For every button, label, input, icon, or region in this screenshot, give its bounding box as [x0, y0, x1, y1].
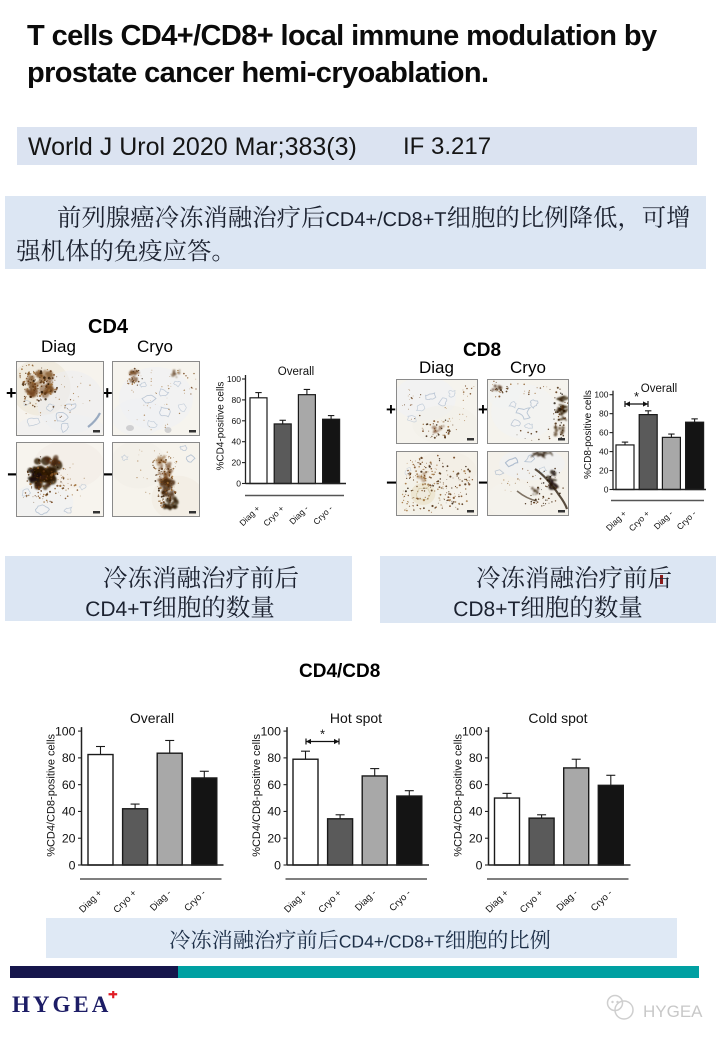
svg-text:0: 0 — [69, 858, 76, 872]
svg-text:40: 40 — [232, 437, 242, 447]
svg-text:Cryo -: Cryo - — [675, 508, 699, 532]
svg-text:0: 0 — [274, 858, 281, 872]
svg-text:Diag -: Diag - — [353, 888, 379, 914]
svg-text:%CD4-positive cells: %CD4-positive cells — [216, 382, 227, 471]
svg-text:Diag +: Diag + — [77, 888, 105, 916]
svg-text:Diag -: Diag - — [148, 888, 174, 914]
svg-text:Diag -: Diag - — [652, 508, 675, 531]
svg-text:80: 80 — [267, 751, 281, 765]
svg-text:Cryo +: Cryo + — [316, 888, 344, 916]
svg-text:Diag +: Diag + — [237, 503, 262, 528]
svg-text:60: 60 — [232, 416, 242, 426]
svg-text:Cryo -: Cryo - — [387, 888, 413, 914]
svg-text:0: 0 — [236, 478, 241, 488]
svg-text:Diag -: Diag - — [287, 503, 310, 526]
svg-text:Cryo +: Cryo + — [261, 503, 286, 528]
svg-text:80: 80 — [62, 751, 76, 765]
svg-text:20: 20 — [267, 832, 281, 846]
svg-text:100: 100 — [594, 390, 608, 400]
svg-text:60: 60 — [599, 428, 609, 438]
svg-text:Overall: Overall — [278, 366, 314, 378]
svg-text:0: 0 — [476, 858, 483, 872]
svg-text:Cold spot: Cold spot — [528, 710, 587, 726]
svg-text:60: 60 — [267, 778, 281, 792]
svg-text:*: * — [320, 727, 325, 742]
svg-text:60: 60 — [62, 778, 76, 792]
svg-text:Cryo +: Cryo + — [111, 888, 139, 916]
svg-text:Hot spot: Hot spot — [330, 710, 382, 726]
svg-text:100: 100 — [227, 374, 241, 384]
svg-text:Overall: Overall — [130, 710, 174, 726]
svg-text:%CD4/CD8-positive cells: %CD4/CD8-positive cells — [251, 733, 263, 856]
svg-text:%CD4/CD8-positive cells: %CD4/CD8-positive cells — [46, 733, 58, 856]
svg-text:100: 100 — [260, 724, 281, 738]
svg-text:Cryo -: Cryo - — [182, 888, 208, 914]
svg-text:Cryo -: Cryo - — [589, 888, 615, 914]
svg-text:Overall: Overall — [641, 383, 677, 395]
svg-text:40: 40 — [469, 805, 483, 819]
svg-text:20: 20 — [599, 466, 609, 476]
svg-text:*: * — [634, 389, 639, 404]
svg-text:80: 80 — [469, 751, 483, 765]
svg-text:40: 40 — [599, 447, 609, 457]
svg-text:Diag +: Diag + — [484, 888, 512, 916]
svg-text:60: 60 — [469, 778, 483, 792]
svg-text:Diag +: Diag + — [604, 508, 629, 533]
svg-text:Diag +: Diag + — [282, 888, 310, 916]
svg-text:40: 40 — [62, 805, 76, 819]
svg-text:%CD8-positive cells: %CD8-positive cells — [583, 390, 594, 479]
svg-text:Cryo +: Cryo + — [627, 508, 652, 533]
svg-text:Cryo -: Cryo - — [311, 503, 335, 527]
svg-text:Cryo +: Cryo + — [518, 888, 546, 916]
svg-text:20: 20 — [62, 832, 76, 846]
svg-text:80: 80 — [599, 409, 609, 419]
svg-text:40: 40 — [267, 805, 281, 819]
svg-text:0: 0 — [604, 484, 609, 494]
svg-text:100: 100 — [55, 724, 76, 738]
svg-text:20: 20 — [469, 832, 483, 846]
svg-text:80: 80 — [232, 395, 242, 405]
svg-text:100: 100 — [462, 724, 483, 738]
svg-text:%CD4/CD8-positive cells: %CD4/CD8-positive cells — [453, 733, 465, 856]
svg-text:Diag -: Diag - — [555, 888, 581, 914]
svg-text:HYGEA: HYGEA — [643, 1002, 703, 1021]
svg-text:20: 20 — [232, 458, 242, 468]
